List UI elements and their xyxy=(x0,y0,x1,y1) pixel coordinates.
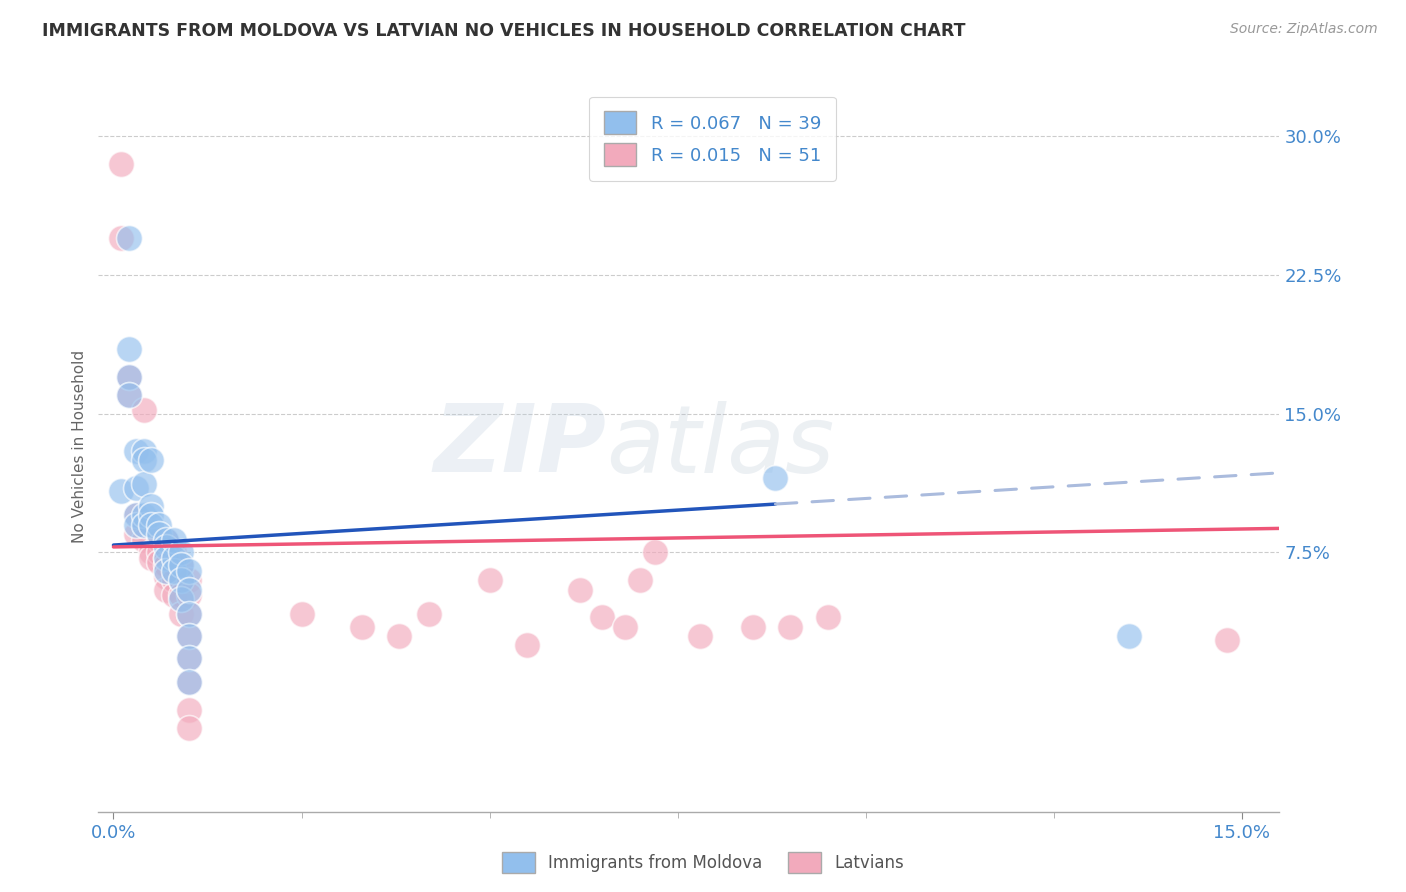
Point xyxy=(170,545,193,559)
Point xyxy=(132,517,155,532)
Point xyxy=(177,675,200,690)
Point xyxy=(155,569,177,583)
Point xyxy=(117,388,139,402)
Point xyxy=(117,369,139,384)
Point xyxy=(148,527,170,541)
Point xyxy=(163,533,186,547)
Point xyxy=(478,574,501,588)
Point xyxy=(177,588,200,602)
Point xyxy=(1216,632,1239,647)
Point xyxy=(177,607,200,621)
Point xyxy=(132,443,155,458)
Point xyxy=(155,564,177,578)
Point xyxy=(139,499,162,513)
Point xyxy=(388,629,411,643)
Point xyxy=(177,574,200,588)
Point xyxy=(177,607,200,621)
Point xyxy=(765,471,787,485)
Point xyxy=(614,619,637,633)
Point xyxy=(155,551,177,566)
Point xyxy=(177,722,200,736)
Point xyxy=(148,545,170,559)
Point xyxy=(170,607,193,621)
Point xyxy=(125,481,148,495)
Point xyxy=(155,533,177,547)
Point xyxy=(163,545,186,559)
Point xyxy=(139,545,162,559)
Point xyxy=(110,484,132,499)
Point xyxy=(155,558,177,573)
Point xyxy=(117,388,139,402)
Point xyxy=(290,607,312,621)
Point xyxy=(350,619,373,633)
Point xyxy=(132,508,155,523)
Point xyxy=(1118,629,1140,643)
Point xyxy=(689,629,711,643)
Point xyxy=(148,517,170,532)
Point xyxy=(117,230,139,244)
Point xyxy=(132,517,155,532)
Point xyxy=(177,651,200,665)
Point xyxy=(170,588,193,602)
Point xyxy=(628,574,651,588)
Point xyxy=(163,551,186,566)
Point xyxy=(170,558,193,573)
Point xyxy=(125,508,148,523)
Point xyxy=(125,443,148,458)
Point xyxy=(817,610,839,624)
Point xyxy=(177,651,200,665)
Point xyxy=(163,574,186,588)
Point xyxy=(155,551,177,566)
Point xyxy=(741,619,763,633)
Point xyxy=(117,342,139,356)
Point xyxy=(170,574,193,588)
Point xyxy=(170,558,193,573)
Point xyxy=(117,369,139,384)
Point xyxy=(139,551,162,566)
Y-axis label: No Vehicles in Household: No Vehicles in Household xyxy=(72,350,87,542)
Point xyxy=(125,527,148,541)
Point xyxy=(132,403,155,417)
Point xyxy=(148,533,170,547)
Point xyxy=(779,619,801,633)
Point xyxy=(177,564,200,578)
Point xyxy=(568,582,591,597)
Point xyxy=(418,607,440,621)
Point xyxy=(170,591,193,606)
Point xyxy=(155,540,177,554)
Point xyxy=(155,533,177,547)
Point xyxy=(139,453,162,467)
Text: IMMIGRANTS FROM MOLDOVA VS LATVIAN NO VEHICLES IN HOUSEHOLD CORRELATION CHART: IMMIGRANTS FROM MOLDOVA VS LATVIAN NO VE… xyxy=(42,22,966,40)
Point xyxy=(177,629,200,643)
Text: atlas: atlas xyxy=(606,401,835,491)
Point xyxy=(177,675,200,690)
Text: ZIP: ZIP xyxy=(433,400,606,492)
Point xyxy=(163,564,186,578)
Point xyxy=(516,638,538,652)
Legend: Immigrants from Moldova, Latvians: Immigrants from Moldova, Latvians xyxy=(495,846,911,880)
Point xyxy=(148,555,170,569)
Point xyxy=(163,588,186,602)
Point xyxy=(644,545,666,559)
Point xyxy=(110,230,132,244)
Point xyxy=(170,574,193,588)
Point xyxy=(163,558,186,573)
Point xyxy=(132,533,155,547)
Point xyxy=(125,508,148,523)
Point xyxy=(177,703,200,717)
Point xyxy=(139,517,162,532)
Point xyxy=(132,453,155,467)
Point xyxy=(132,477,155,491)
Point xyxy=(110,156,132,170)
Point xyxy=(139,508,162,523)
Text: Source: ZipAtlas.com: Source: ZipAtlas.com xyxy=(1230,22,1378,37)
Point xyxy=(591,610,613,624)
Point xyxy=(177,629,200,643)
Point xyxy=(155,582,177,597)
Point xyxy=(177,582,200,597)
Point xyxy=(125,517,148,532)
Legend: R = 0.067   N = 39, R = 0.015   N = 51: R = 0.067 N = 39, R = 0.015 N = 51 xyxy=(589,96,835,181)
